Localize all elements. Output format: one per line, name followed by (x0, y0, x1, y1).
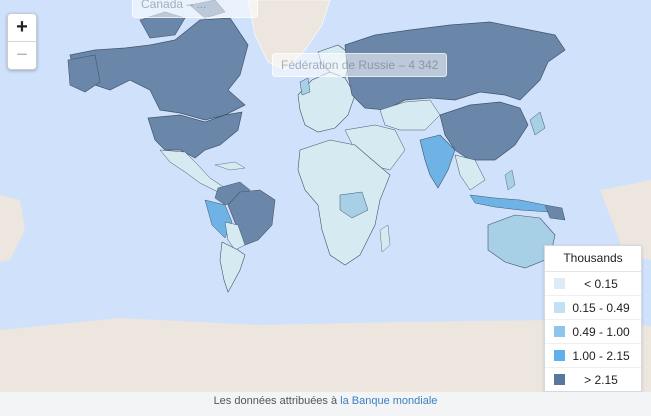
map-legend: Thousands < 0.15 0.15 - 0.49 0.49 - 1.00… (544, 245, 642, 392)
land-east-edge (600, 180, 651, 260)
world-map[interactable]: Canada – ... Fédération de Russie – 4 34… (0, 0, 651, 392)
country-argentina[interactable] (219, 241, 246, 293)
country-india[interactable] (419, 134, 456, 189)
legend-row: < 0.15 (545, 272, 641, 296)
legend-swatch (554, 302, 565, 313)
legend-title: Thousands (545, 246, 641, 272)
region-central-asia[interactable] (379, 99, 441, 131)
country-usa-alaska[interactable] (67, 54, 101, 93)
zoom-out-button[interactable]: − (8, 41, 36, 69)
country-philippines[interactable] (504, 169, 516, 191)
legend-label: 0.49 - 1.00 (572, 324, 630, 339)
country-usa[interactable] (147, 111, 243, 159)
legend-row: 0.49 - 1.00 (545, 320, 641, 344)
attribution-link[interactable]: la Banque mondiale (340, 395, 438, 407)
antarctica (0, 318, 651, 392)
legend-swatch (554, 374, 565, 385)
country-papua-new-guinea[interactable] (544, 204, 566, 221)
zoom-in-button[interactable]: + (16, 16, 28, 38)
country-uk[interactable] (299, 77, 311, 96)
country-china[interactable] (439, 101, 529, 161)
country-bolivia[interactable] (224, 221, 246, 251)
zoom-control: + − (7, 13, 37, 70)
country-caribbean[interactable] (214, 161, 246, 171)
legend-row: 0.15 - 0.49 (545, 296, 641, 320)
attribution-text: Les données attribuées à (213, 395, 338, 407)
country-canada[interactable] (69, 17, 249, 121)
legend-row: 1.00 - 2.15 (545, 344, 641, 368)
legend-swatch (554, 350, 565, 361)
country-japan[interactable] (529, 111, 546, 136)
land-west-edge (0, 195, 25, 262)
legend-swatch (554, 278, 565, 289)
legend-label: > 2.15 (584, 372, 618, 387)
country-congo[interactable] (339, 191, 369, 219)
region-se-asia[interactable] (454, 154, 486, 191)
legend-row: > 2.15 (545, 368, 641, 391)
legend-swatch (554, 326, 565, 337)
map-attribution: Les données attribuées à la Banque mondi… (0, 392, 651, 416)
map-tooltip-russia: Fédération de Russie – 4 342 (272, 53, 448, 77)
legend-label: < 0.15 (584, 276, 618, 291)
country-madagascar[interactable] (379, 224, 391, 253)
map-tooltip-top: Canada – ... (132, 0, 258, 18)
legend-label: 1.00 - 2.15 (572, 348, 630, 363)
legend-label: 0.15 - 0.49 (572, 300, 630, 315)
country-russia[interactable] (344, 21, 566, 111)
